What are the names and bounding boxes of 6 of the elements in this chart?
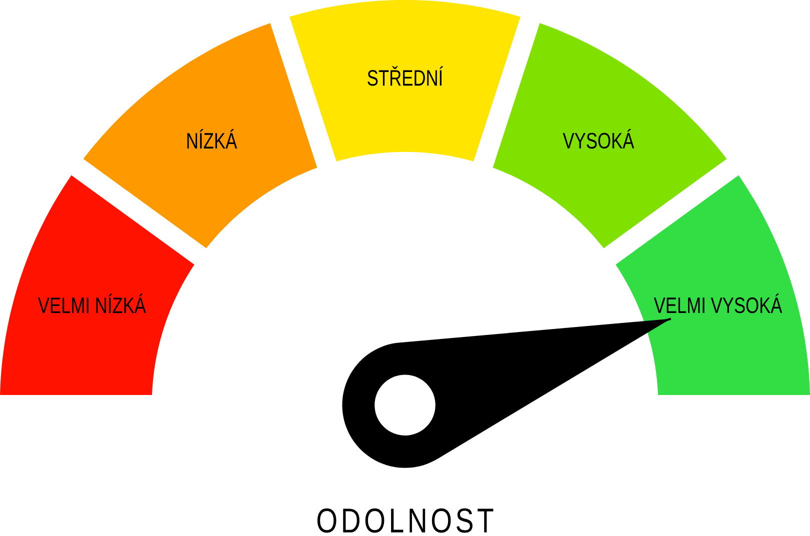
slice-label: VYSOKÁ bbox=[562, 129, 634, 149]
slice-label: VELMI VYSOKÁ bbox=[654, 294, 782, 314]
slice-label: STŘEDNÍ bbox=[368, 66, 444, 86]
slice-label: VELMI NÍZKÁ bbox=[38, 294, 146, 313]
slice-label: NÍZKÁ bbox=[187, 129, 238, 148]
text: ODOLNOST bbox=[317, 508, 494, 533]
